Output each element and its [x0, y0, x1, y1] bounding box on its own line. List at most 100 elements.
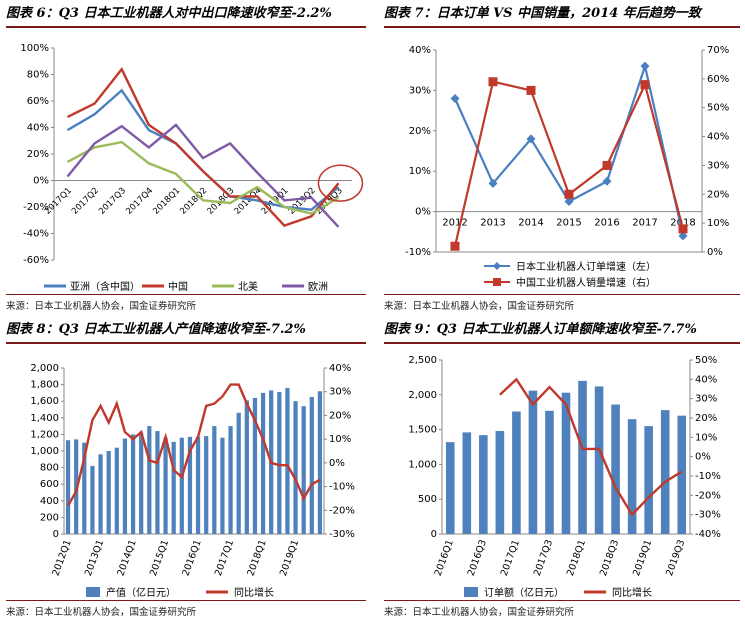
bar	[528, 390, 538, 534]
y-right-tick-label: 40%	[695, 374, 717, 385]
bar	[236, 412, 241, 534]
source-note: 来源：日本工业机器人协会，国金证券研究所	[384, 301, 575, 312]
y-left-tick-label: 500	[418, 494, 437, 505]
bar	[179, 437, 184, 534]
y-right-tick-label: -30%	[695, 510, 721, 521]
y-left-tick-label: 2,000	[30, 363, 59, 374]
y-right-tick-label: -10%	[695, 471, 721, 482]
source-divider	[384, 294, 740, 295]
chart-fig8: 2,000 1,800 1,600 1,400 1,200 1,000 800 600 400 2…	[30, 363, 355, 599]
x-tick-label: 2014	[518, 218, 543, 229]
y-left-tick-label: 0%	[415, 207, 431, 218]
legend-marker	[493, 262, 501, 270]
x-tick-label: 2012	[442, 218, 467, 229]
panel-fig7: 图表 7：日本订单 VS 中国销量，2014 年后趋势一致 40% 30% 20% 1…	[384, 4, 740, 312]
y-right-tick-label: 60%	[707, 74, 729, 85]
legend-label: 同比增长	[234, 586, 274, 599]
legend-swatch	[464, 587, 478, 597]
bar	[260, 392, 266, 534]
chart-fig7: 40% 30% 20% 10% 0% -10% 70% 60% 50% 40% 30% 20% 10% 0…	[405, 45, 729, 289]
y-right-tick-label: 0%	[707, 247, 723, 258]
bar	[204, 436, 209, 534]
legend-label: 亚洲（含中国）	[70, 280, 140, 293]
y-left-tick-label: 1,600	[30, 396, 59, 407]
bar	[139, 432, 144, 534]
panel-fig8: 图表 8：Q3 日本工业机器人产值降速收窄至-7.2% 2,000 1,800 1,…	[6, 320, 366, 620]
data-point	[564, 189, 574, 199]
x-tick-label: 2013	[480, 218, 505, 229]
bar	[479, 435, 488, 534]
y-right-tick-label: 20%	[695, 413, 717, 424]
legend-label: 欧洲	[308, 281, 328, 293]
annotation-circle	[317, 164, 364, 202]
x-tick-label: 2017Q3	[97, 186, 128, 217]
y-right-tick-label: 50%	[707, 103, 729, 114]
bar	[677, 415, 687, 534]
x-tick-label: 2019Q1	[631, 538, 654, 577]
data-point	[564, 197, 574, 206]
x-tick-label: 2017Q3	[532, 538, 555, 577]
legend-label: 订单额（亿日元）	[484, 586, 564, 599]
legend-label: 日本工业机器人订单增速（左）	[516, 260, 656, 273]
y-right-tick-label: 20%	[707, 189, 729, 200]
bar	[82, 442, 87, 534]
y-left-tick-label: 1,800	[30, 380, 59, 391]
bar	[285, 387, 290, 534]
x-tick-label: 2018Q1	[565, 538, 588, 577]
x-tick-label: 2017	[632, 218, 657, 229]
bar	[244, 400, 249, 534]
x-tick-label: 2019Q1	[278, 538, 301, 577]
x-tick-label: 2017Q1	[499, 538, 522, 577]
bar	[660, 410, 670, 534]
bar	[65, 440, 71, 534]
x-tick-label: 2017Q2	[70, 186, 101, 217]
bar	[163, 437, 168, 534]
bar	[309, 397, 314, 534]
bar	[90, 465, 95, 534]
y-right-tick-label: 40%	[329, 363, 351, 374]
bar	[98, 454, 103, 534]
data-point	[526, 134, 536, 144]
title-divider	[384, 26, 740, 28]
y-tick-label: 0%	[33, 176, 49, 187]
series-line	[66, 140, 340, 215]
bar	[171, 441, 176, 534]
y-right-tick-label: 30%	[707, 160, 729, 171]
y-left-tick-label: 800	[40, 463, 59, 474]
y-left-tick-label: 600	[40, 479, 59, 490]
y-tick-label: 40%	[27, 123, 49, 134]
chart-fig6: 100%80%60%40%20%0%-20%-40%-60%2017Q12017…	[20, 43, 364, 293]
data-point	[640, 61, 650, 71]
source-divider	[384, 600, 740, 601]
bar	[611, 404, 620, 534]
data-point	[526, 85, 536, 95]
x-tick-label: 2015	[556, 218, 581, 229]
source-note: 来源：日本工业机器人协会，国金证券研究所	[384, 607, 575, 618]
data-point	[450, 93, 460, 103]
x-tick-label: 2018	[670, 218, 695, 229]
x-tick-label: 2016Q3	[466, 538, 489, 577]
y-right-tick-label: -20%	[695, 490, 721, 501]
legend-label: 产值（亿日元）	[106, 586, 176, 599]
y-left-tick-label: 20%	[409, 126, 431, 137]
bar	[317, 391, 323, 534]
bar	[122, 438, 128, 534]
panel-fig9: 图表 9：Q3 日本工业机器人订单额降速收窄至-7.7% 2,500 2,000 1…	[384, 320, 740, 620]
y-right-tick-label: -40%	[695, 529, 721, 540]
data-point	[488, 178, 498, 188]
y-right-tick-label: 40%	[707, 132, 729, 143]
y-left-tick-label: 1,000	[30, 446, 59, 457]
panel-title: 图表 9：Q3 日本工业机器人订单额降速收窄至-7.7%	[384, 322, 697, 337]
y-tick-label: -20%	[23, 202, 49, 213]
x-tick-label: 2013Q1	[83, 538, 106, 577]
y-left-tick-label: 1,400	[30, 413, 59, 424]
series-line	[453, 62, 685, 237]
y-right-tick-label: -10%	[329, 482, 355, 493]
x-tick-label: 2014Q1	[115, 538, 138, 577]
data-point	[488, 77, 498, 87]
bar	[147, 426, 152, 534]
chart-fig9: 2,500 2,000 1,500 1,000 500 0 50% 40% 30% 20% 10% 0…	[408, 355, 721, 599]
data-point	[602, 176, 612, 186]
y-left-tick-label: 10%	[409, 166, 431, 177]
x-tick-label: 2015Q1	[148, 538, 171, 577]
